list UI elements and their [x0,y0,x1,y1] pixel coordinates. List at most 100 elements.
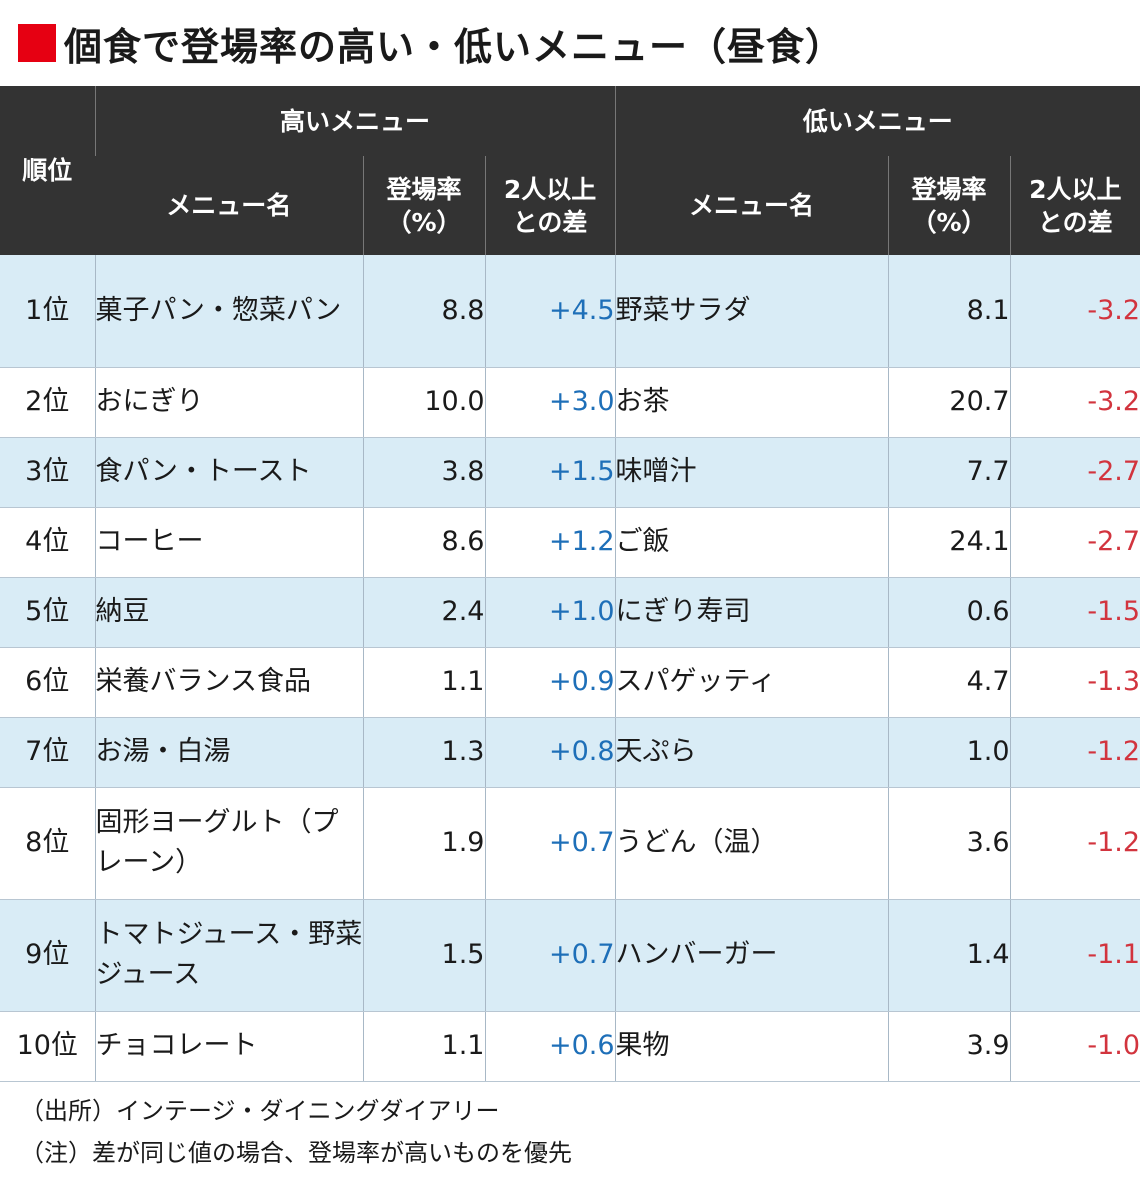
high-menu-name: おにぎり [94,367,363,438]
high-menu-name: 納豆 [94,577,363,648]
high-rate: 1.1 [362,1011,485,1082]
high-diff: +0.7 [484,787,616,900]
low-rate: 3.6 [887,787,1011,900]
high-diff: +0.8 [484,717,616,788]
header-rate-line2: （%） [911,207,987,237]
low-diff: -3.2 [1009,255,1140,368]
table-row: 9位 トマトジュース・野菜ジュース 1.5 +0.7 ハンバーガー 1.4 -1… [0,899,1140,1012]
header-diff-line2: との差 [1037,207,1113,237]
header-row-group: 順位 高いメニュー 低いメニュー [0,86,1140,255]
rank-cell: 1位 [0,255,95,368]
table-row: 10位 チョコレート 1.1 +0.6 果物 3.9 -1.0 [0,1011,1140,1082]
header-high-diff: 2人以上 との差 [484,156,616,255]
rank-cell: 5位 [0,577,95,648]
low-rate: 1.4 [887,899,1011,1012]
low-menu-name: お茶 [614,367,889,438]
low-diff: -3.2 [1009,367,1140,438]
header-low-group: 低いメニュー [614,86,1140,156]
low-rate: 1.0 [887,717,1011,788]
header-rate-line2: （%） [386,207,462,237]
rank-cell: 2位 [0,367,95,438]
source-note: （出所）インテージ・ダイニングダイアリー [20,1097,500,1125]
high-menu-name: トマトジュース・野菜ジュース [94,899,363,1012]
low-menu-name: 味噌汁 [614,437,889,508]
header-low-menu-name: メニュー名 [614,156,889,255]
table-row: 5位 納豆 2.4 +1.0 にぎり寿司 0.6 -1.5 [0,577,1140,648]
high-diff: +1.5 [484,437,616,508]
high-diff: +0.7 [484,899,616,1012]
header-rate-line1: 登場率 [911,174,987,204]
low-menu-name: 天ぷら [614,717,889,788]
rank-cell: 3位 [0,437,95,508]
table-row: 4位 コーヒー 8.6 +1.2 ご飯 24.1 -2.7 [0,507,1140,578]
high-menu-name: チョコレート [94,1011,363,1082]
high-rate: 1.5 [362,899,485,1012]
low-menu-name: 果物 [614,1011,889,1082]
high-menu-name: 菓子パン・惣菜パン [94,255,363,368]
high-diff: +0.9 [484,647,616,718]
high-diff: +0.6 [484,1011,616,1082]
header-high-group: 高いメニュー [94,86,616,156]
low-menu-name: うどん（温） [614,787,889,900]
header-low-diff: 2人以上 との差 [1009,156,1140,255]
low-menu-name: ハンバーガー [614,899,889,1012]
low-diff: -2.7 [1009,437,1140,508]
page-title: 個食で登場率の高い・低いメニュー（昼食） [64,24,845,69]
header-rate-line1: 登場率 [386,174,462,204]
title-bar: 個食で登場率の高い・低いメニュー（昼食） [0,0,1140,86]
table-row: 6位 栄養バランス食品 1.1 +0.9 スパゲッティ 4.7 -1.3 [0,647,1140,718]
ranking-table: 順位 高いメニュー 低いメニュー メニュー名 登場率 （%） 2人以上 との差 … [0,86,1140,1082]
high-menu-name: 固形ヨーグルト（プレーン） [94,787,363,900]
high-diff: +1.0 [484,577,616,648]
rank-cell: 4位 [0,507,95,578]
low-diff: -1.3 [1009,647,1140,718]
low-menu-name: ご飯 [614,507,889,578]
low-menu-name: 野菜サラダ [614,255,889,368]
low-diff: -1.1 [1009,899,1140,1012]
low-menu-name: スパゲッティ [614,647,889,718]
low-rate: 7.7 [887,437,1011,508]
low-rate: 4.7 [887,647,1011,718]
low-diff: -1.2 [1009,717,1140,788]
header-high-rate: 登場率 （%） [362,156,485,255]
low-diff: -1.5 [1009,577,1140,648]
header-row-columns: メニュー名 登場率 （%） 2人以上 との差 メニュー名 登場率 （%） 2人以… [0,156,1140,255]
high-rate: 1.3 [362,717,485,788]
high-rate: 8.8 [362,255,485,368]
low-rate: 0.6 [887,577,1011,648]
high-rate: 8.6 [362,507,485,578]
low-rate: 24.1 [887,507,1011,578]
table-row: 8位 固形ヨーグルト（プレーン） 1.9 +0.7 うどん（温） 3.6 -1.… [0,787,1140,900]
header-diff-line1: 2人以上 [1029,174,1122,204]
high-rate: 10.0 [362,367,485,438]
header-high-menu-name: メニュー名 [95,156,363,255]
high-rate: 1.9 [362,787,485,900]
table-row: 3位 食パン・トースト 3.8 +1.5 味噌汁 7.7 -2.7 [0,437,1140,508]
table-row: 2位 おにぎり 10.0 +3.0 お茶 20.7 -3.2 [0,367,1140,438]
high-diff: +4.5 [484,255,616,368]
high-rate: 3.8 [362,437,485,508]
low-diff: -1.0 [1009,1011,1140,1082]
low-diff: -2.7 [1009,507,1140,578]
header-diff-line2: との差 [512,207,588,237]
high-diff: +1.2 [484,507,616,578]
header-low-rate: 登場率 （%） [887,156,1011,255]
rank-cell: 7位 [0,717,95,788]
high-menu-name: 栄養バランス食品 [94,647,363,718]
table-row: 7位 お湯・白湯 1.3 +0.8 天ぷら 1.0 -1.2 [0,717,1140,788]
title-marker-icon [18,24,56,62]
low-rate: 20.7 [887,367,1011,438]
rank-cell: 9位 [0,899,95,1012]
high-rate: 1.1 [362,647,485,718]
low-diff: -1.2 [1009,787,1140,900]
rank-cell: 10位 [0,1011,95,1082]
header-rank: 順位 [0,86,95,255]
low-menu-name: にぎり寿司 [614,577,889,648]
high-diff: +3.0 [484,367,616,438]
high-menu-name: コーヒー [94,507,363,578]
rank-cell: 8位 [0,787,95,900]
low-rate: 3.9 [887,1011,1011,1082]
high-menu-name: 食パン・トースト [94,437,363,508]
high-rate: 2.4 [362,577,485,648]
footnotes: （出所）インテージ・ダイニングダイアリー （注）差が同じ値の場合、登場率が高いも… [20,1090,1120,1174]
